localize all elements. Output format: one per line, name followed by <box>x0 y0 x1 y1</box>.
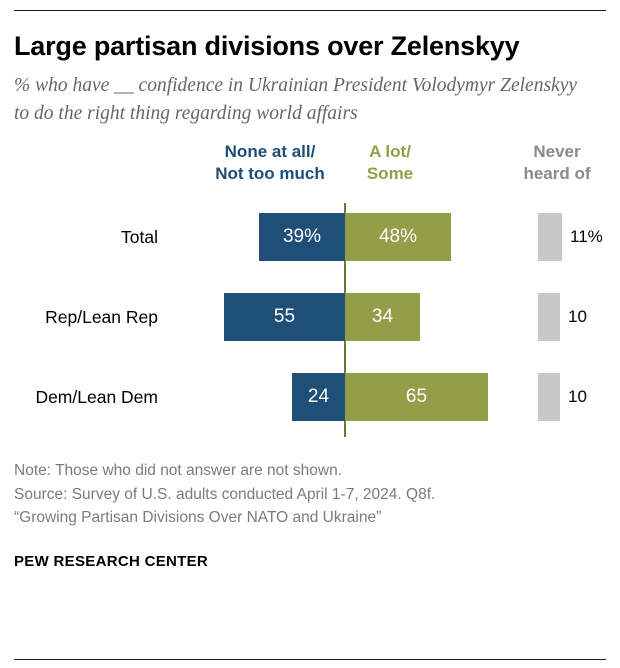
bar-no-confidence: 24 <box>292 373 345 422</box>
column-header-line: heard of <box>523 164 591 184</box>
note-line: Note: Those who did not answer are not s… <box>14 462 342 480</box>
bar-never-heard <box>538 293 560 342</box>
never-heard-value: 10 <box>568 307 587 327</box>
footnotes: Note: Those who did not answer are not s… <box>14 459 606 529</box>
row-label: Dem/Lean Dem <box>35 387 158 408</box>
bar-never-heard <box>538 373 560 422</box>
chart-area: None at all/ Not too much A lot/ Some Ne… <box>14 139 606 441</box>
chart-subtitle: % who have __ confidence in Ukrainian Pr… <box>14 75 578 124</box>
column-header-line: A lot/ <box>369 142 411 162</box>
column-header-line: Not too much <box>215 164 325 184</box>
never-heard-value: 10 <box>568 387 587 407</box>
bar-confidence: 48% <box>345 213 451 262</box>
row-label: Total <box>121 227 158 248</box>
column-header-line: None at all/ <box>224 142 316 162</box>
source-line: “Growing Partisan Divisions Over NATO an… <box>14 508 382 526</box>
column-header-never-heard: Never heard of <box>502 141 612 185</box>
never-heard-value: 11% <box>570 227 603 247</box>
brand-footer: PEW RESEARCH CENTER <box>14 553 209 571</box>
bar-confidence: 65 <box>345 373 488 422</box>
column-header-line: Never <box>533 142 581 162</box>
bar-no-confidence: 55 <box>224 293 345 342</box>
top-rule <box>14 10 606 11</box>
bar-confidence: 34 <box>345 293 420 342</box>
row-label: Rep/Lean Rep <box>45 307 158 328</box>
column-header-line: Some <box>366 164 414 184</box>
bar-no-confidence: 39% <box>259 213 345 262</box>
source-line: Source: Survey of U.S. adults conducted … <box>14 485 436 503</box>
page-title: Large partisan divisions over Zelenskyy <box>14 31 520 61</box>
bar-never-heard <box>538 213 562 262</box>
bottom-rule <box>14 659 606 660</box>
column-header-no-confidence: None at all/ Not too much <box>170 141 370 185</box>
column-header-confidence: A lot/ Some <box>340 141 440 185</box>
